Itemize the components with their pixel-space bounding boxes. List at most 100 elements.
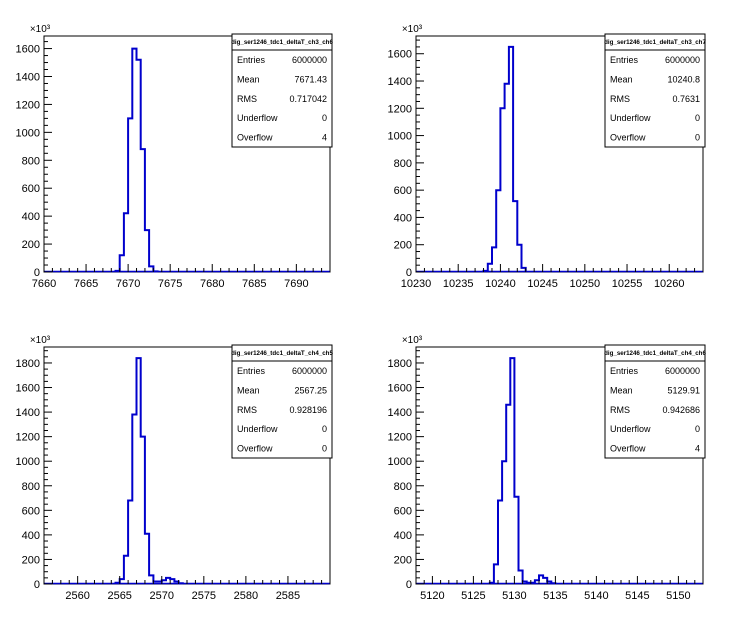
stats-label: Mean	[610, 385, 633, 395]
x-tick-label: 7670	[116, 278, 140, 290]
stats-value: 0.717042	[289, 94, 327, 104]
y-tick-label: 200	[394, 554, 412, 566]
stats-value: 4	[322, 133, 327, 143]
x-tick-label: 5130	[502, 590, 526, 602]
x-tick-label: 7680	[200, 278, 224, 290]
y-tick-label: 600	[394, 505, 412, 517]
histogram-bin	[132, 415, 136, 584]
x-tick-label: 7675	[158, 278, 182, 290]
y-tick-label: 1000	[16, 456, 40, 468]
histogram-bin	[506, 405, 510, 584]
histogram-bin	[484, 271, 488, 272]
histogram-bin	[513, 201, 517, 272]
stats-label: Underflow	[237, 113, 278, 123]
y-tick-label: 1400	[388, 407, 412, 419]
y-tick-label: 200	[22, 554, 40, 566]
stats-value: 6000000	[292, 366, 327, 376]
y-tick-label: 0	[406, 267, 412, 279]
histogram-bin	[128, 118, 132, 272]
y-tick-label: 800	[394, 158, 412, 170]
histogram-title: dig_ser1246_tdc1_deltaT_ch4_ch5	[231, 350, 333, 357]
stats-label: Entries	[610, 366, 639, 376]
stats-value: 0	[322, 113, 327, 123]
y-multiplier: ×10³	[30, 24, 51, 35]
y-tick-label: 1400	[16, 71, 40, 83]
histogram-bin	[141, 437, 145, 584]
histogram-bin	[517, 245, 521, 272]
histogram-bin	[498, 500, 502, 584]
y-tick-label: 1000	[388, 456, 412, 468]
stats-value: 0	[695, 113, 700, 123]
histogram-title: dig_ser1246_tdc1_deltaT_ch3_ch6	[231, 39, 333, 46]
histogram-bin	[535, 580, 539, 584]
histogram-bin	[120, 255, 124, 272]
stats-box: dig_ser1246_tdc1_deltaT_ch3_ch7 Entries 60…	[604, 33, 706, 148]
x-tick-label: 7665	[74, 278, 98, 290]
stats-box: dig_ser1246_tdc1_deltaT_ch4_ch5 Entries 60…	[231, 344, 333, 459]
y-tick-label: 1800	[16, 358, 40, 370]
x-tick-label: 7685	[242, 278, 266, 290]
y-tick-label: 200	[394, 240, 412, 252]
x-tick-label: 5135	[543, 590, 567, 602]
stats-value: 0.928196	[289, 405, 327, 415]
stats-box-frame	[231, 33, 333, 148]
histogram-bin	[527, 583, 531, 584]
stats-value: 6000000	[665, 55, 700, 65]
histogram-title: dig_ser1246_tdc1_deltaT_ch4_ch6	[604, 350, 706, 357]
x-tick-label: 5120	[420, 590, 444, 602]
y-tick-label: 1600	[16, 44, 40, 56]
histogram-bin	[522, 268, 526, 272]
histogram-bin	[124, 556, 128, 584]
y-tick-label: 400	[394, 212, 412, 224]
histogram-bin	[132, 49, 136, 272]
y-tick-label: 400	[22, 211, 40, 223]
y-multiplier: ×10³	[402, 335, 423, 346]
stats-label: Overflow	[237, 133, 273, 143]
y-tick-label: 0	[406, 579, 412, 591]
y-tick-label: 1200	[388, 432, 412, 444]
stats-value: 10240.8	[667, 74, 700, 84]
histogram-line	[114, 47, 159, 273]
x-tick-label: 5140	[584, 590, 608, 602]
stats-label: Overflow	[610, 444, 646, 454]
y-tick-label: 1400	[16, 407, 40, 419]
stats-value: 5129.91	[667, 385, 700, 395]
histogram-bin	[519, 570, 523, 584]
stats-label: Entries	[610, 55, 639, 65]
stats-value: 6000000	[292, 55, 327, 65]
histogram-bin	[137, 60, 141, 272]
y-tick-label: 600	[22, 505, 40, 517]
stats-value: 0.942686	[662, 405, 700, 415]
histogram-bin	[547, 582, 551, 584]
x-tick-label: 5145	[625, 590, 649, 602]
stats-value: 7671.43	[294, 74, 327, 84]
histogram-line	[114, 357, 184, 585]
histogram-bin	[514, 497, 518, 584]
histogram-bin	[137, 358, 141, 584]
histogram-bin	[509, 47, 513, 272]
y-tick-label: 1200	[16, 99, 40, 111]
x-tick-label: 10240	[485, 278, 516, 290]
histogram-bin	[502, 461, 506, 584]
x-tick-label: 5150	[666, 590, 690, 602]
stats-box-frame	[231, 344, 333, 459]
histogram-bin	[494, 564, 498, 584]
y-tick-label: 200	[22, 239, 40, 251]
stats-label: RMS	[610, 405, 630, 415]
histogram-panel: 10230 10235 10240 10245 10250 10255 10260 0 200 4…	[388, 24, 707, 290]
y-tick-label: 800	[22, 481, 40, 493]
x-tick-label: 7660	[32, 278, 56, 290]
y-tick-label: 400	[22, 530, 40, 542]
stats-value: 0.7631	[672, 94, 700, 104]
y-tick-label: 800	[394, 481, 412, 493]
histogram-bin	[531, 583, 535, 584]
y-tick-label: 1200	[16, 432, 40, 444]
y-tick-label: 1600	[16, 383, 40, 395]
histogram-line	[482, 45, 527, 272]
histogram-bin	[539, 575, 543, 584]
histogram-bin	[488, 264, 492, 272]
histogram-bin	[124, 213, 128, 272]
histogram-bin	[145, 534, 149, 584]
stats-box-frame	[604, 344, 706, 459]
stats-box: dig_ser1246_tdc1_deltaT_ch3_ch6 Entries 60…	[231, 33, 333, 148]
